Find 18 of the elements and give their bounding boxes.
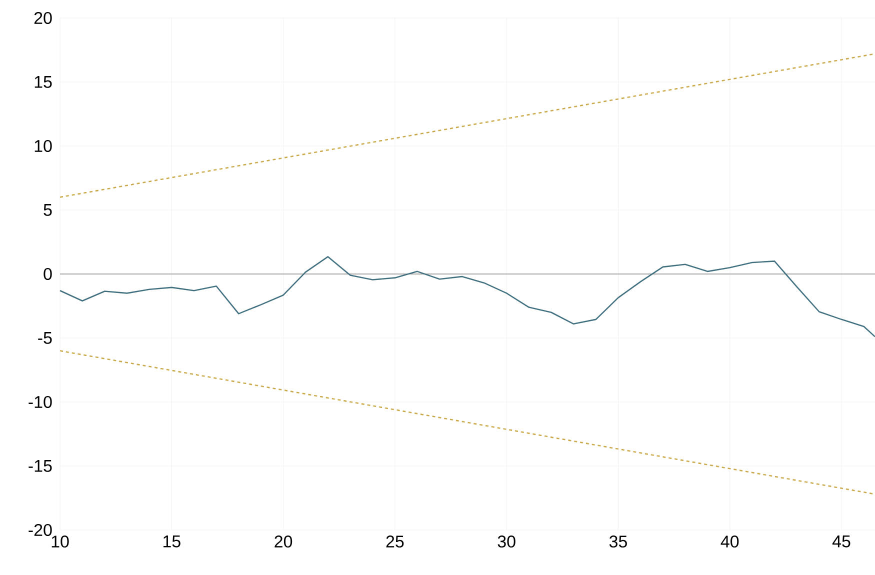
y-tick-label: -10 (28, 396, 52, 408)
x-tick-label: 45 (832, 536, 850, 548)
y-tick-label: 15 (34, 76, 52, 88)
x-tick-label: 15 (164, 536, 180, 548)
y-tick-label: -5 (38, 332, 52, 344)
y-tick-label: 0 (44, 268, 52, 280)
x-tick-label: 30 (498, 536, 516, 548)
x-tick-label: 10 (52, 536, 69, 548)
y-tick-label: 10 (34, 140, 52, 152)
y-tick-label: -15 (28, 460, 52, 472)
x-tick-label: 25 (386, 536, 404, 548)
y-tick-label: 5 (44, 204, 52, 216)
x-tick-label: 20 (274, 536, 292, 548)
y-tick-label: -20 (28, 524, 52, 536)
x-tick-label: 35 (609, 536, 627, 548)
line-series (59, 256, 875, 338)
x-tick-label: 40 (720, 536, 739, 548)
y-tick-label: 20 (34, 12, 52, 24)
